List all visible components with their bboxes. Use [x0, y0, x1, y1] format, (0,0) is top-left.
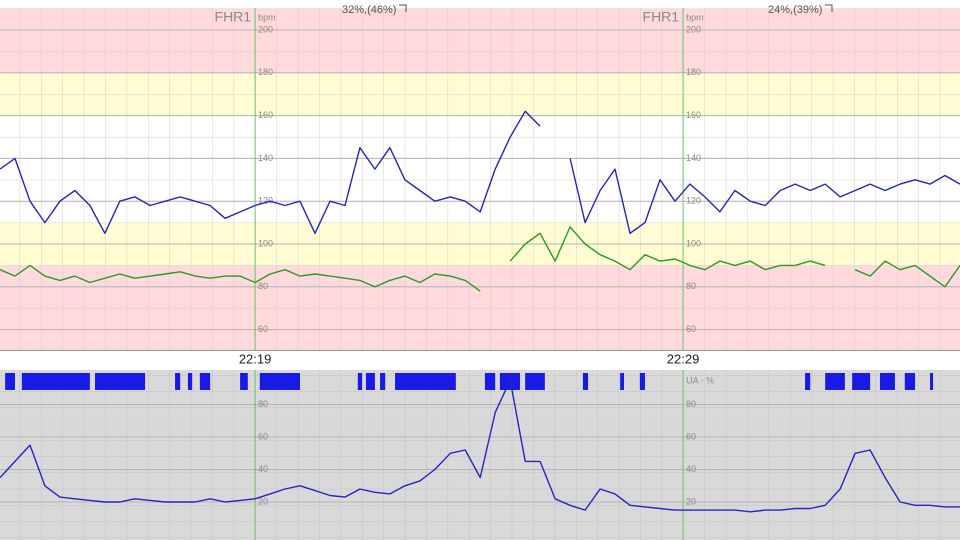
y-tick-label: 140	[686, 153, 701, 163]
y-tick-label: 60	[258, 431, 268, 441]
y-tick-label: 100	[686, 238, 701, 248]
grid	[0, 8, 960, 350]
event-bar	[879, 373, 895, 390]
y-tick-label: 100	[258, 238, 273, 248]
annotation: 24%,(39%)	[768, 4, 822, 16]
event-bar	[357, 373, 363, 390]
event-bar	[825, 373, 845, 390]
x-tick-label: 22:19	[239, 351, 272, 366]
event-bar	[187, 373, 193, 390]
event-bar	[930, 373, 934, 390]
y-tick-label: 60	[686, 431, 696, 441]
y-tick-label: 20	[258, 496, 268, 506]
time-strip	[0, 350, 960, 370]
y-tick-label: 180	[686, 67, 701, 77]
y-tick-label: 80	[686, 281, 696, 291]
channel-label: FHR1	[215, 9, 252, 25]
y-tick-label: 200	[258, 24, 273, 34]
event-bar	[175, 373, 181, 390]
y-tick-label: 200	[686, 24, 701, 34]
y-tick-label: 120	[686, 196, 701, 206]
trace	[0, 110, 960, 234]
event-bar	[852, 373, 871, 390]
event-bar	[582, 373, 589, 390]
event-bar	[904, 373, 916, 390]
unit-label: bpm	[686, 12, 704, 22]
y-axis-label: UA - %	[686, 375, 714, 385]
event-bar	[484, 373, 496, 390]
annotation: 32%,(46%)	[342, 4, 396, 16]
y-tick-label: 80	[686, 399, 696, 409]
y-tick-label: 160	[686, 110, 701, 120]
trace	[0, 226, 960, 292]
y-tick-label: 20	[686, 496, 696, 506]
event-bar	[395, 373, 456, 390]
event-bar	[21, 373, 90, 390]
x-tick-label: 22:29	[667, 351, 700, 366]
event-bar	[639, 373, 645, 390]
ua-panel: 20 40 60 80 20 40 60 80 UA - %	[0, 370, 960, 540]
unit-label: bpm	[258, 12, 276, 22]
y-tick-label: 160	[258, 110, 273, 120]
grid	[0, 370, 960, 540]
annotation-bracket	[399, 4, 407, 12]
y-tick-label: 40	[258, 464, 268, 474]
channel-label: FHR1	[643, 9, 680, 25]
event-bar	[380, 373, 386, 390]
trace	[0, 379, 960, 513]
fhr-panel: 60 80 100 120 140 160 180 200 60 80 100 120 140 160 18…	[0, 4, 960, 350]
y-tick-label: 80	[258, 281, 268, 291]
event-bar	[365, 373, 375, 390]
event-bar	[525, 373, 545, 390]
annotation-bracket	[825, 4, 833, 12]
y-tick-label: 80	[258, 399, 268, 409]
y-tick-label: 40	[686, 464, 696, 474]
event-bar	[95, 373, 146, 390]
y-tick-label: 120	[258, 196, 273, 206]
event-bar	[805, 373, 811, 390]
event-bar	[240, 373, 248, 390]
event-bar	[620, 373, 625, 390]
y-tick-label: 60	[686, 324, 696, 334]
y-tick-label: 140	[258, 153, 273, 163]
event-bar	[199, 373, 211, 390]
event-bar	[259, 373, 301, 390]
event-bar	[5, 373, 15, 390]
y-tick-label: 180	[258, 67, 273, 77]
y-tick-label: 60	[258, 324, 268, 334]
